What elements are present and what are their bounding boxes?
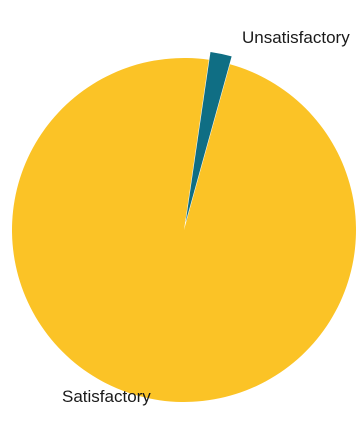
pie-slices xyxy=(12,52,356,402)
pie-slice-satisfactory xyxy=(12,58,356,402)
slice-label-unsatisfactory: Unsatisfactory xyxy=(242,28,350,47)
slice-label-satisfactory: Satisfactory xyxy=(62,387,151,406)
